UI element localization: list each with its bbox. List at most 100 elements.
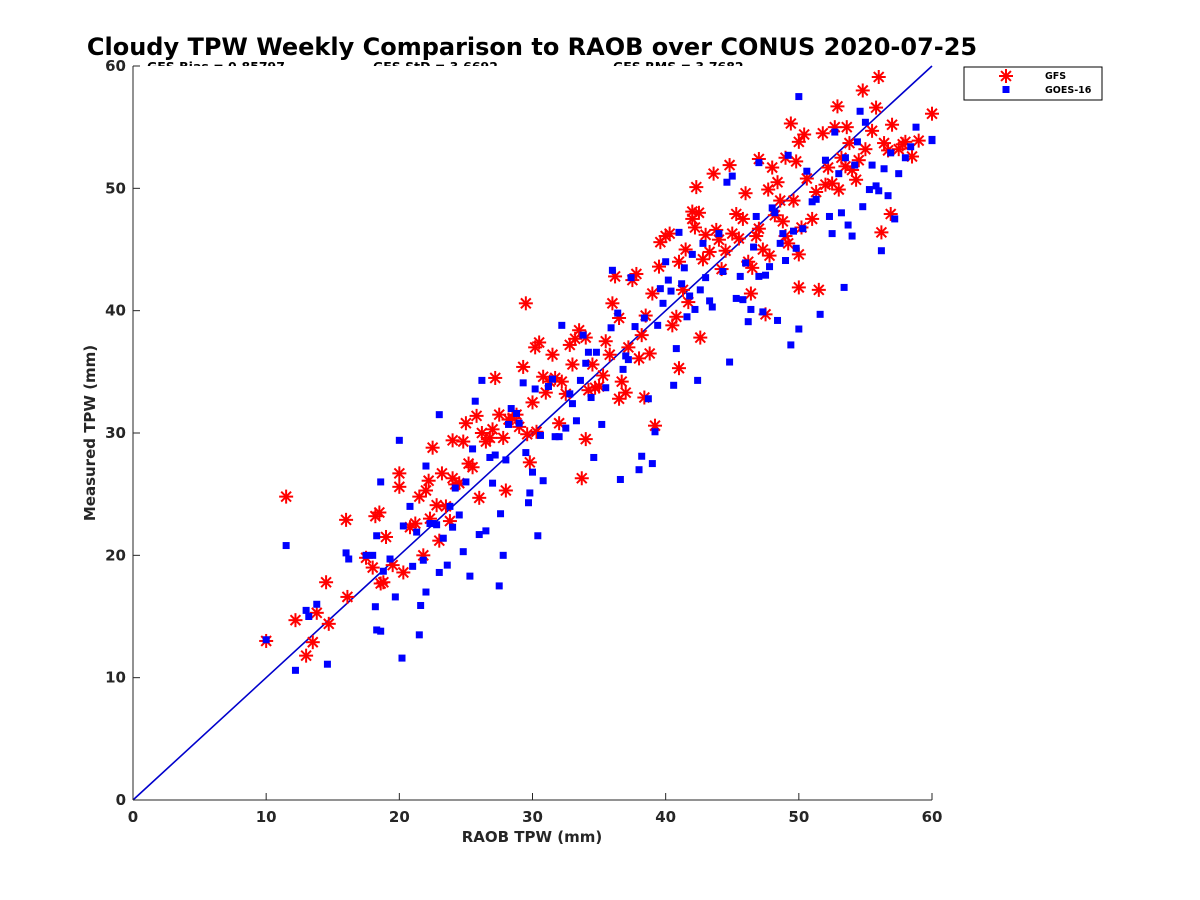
gfs-point — [288, 613, 303, 628]
asterisk-stroke — [693, 207, 705, 219]
asterisk-stroke — [576, 472, 588, 484]
goes-16-point — [784, 151, 792, 159]
asterisk-stroke — [586, 358, 599, 371]
goes-16-point — [282, 542, 290, 550]
gfs-point — [469, 408, 484, 423]
goes-16-point — [369, 551, 377, 559]
goes-16-point — [568, 400, 576, 408]
goes-16-point — [548, 375, 556, 383]
goes-16-point — [429, 520, 437, 528]
goes-16-point — [877, 247, 885, 255]
y-tick-label: 40 — [105, 302, 126, 320]
gfs-point — [496, 430, 511, 445]
goes-16-point — [638, 452, 646, 460]
gfs-point — [434, 466, 449, 481]
goes-16-point — [262, 636, 270, 644]
goes-16-point — [795, 93, 803, 101]
gfs-point — [911, 133, 926, 148]
goes-16-point — [640, 314, 648, 322]
goes-16-point — [872, 182, 880, 190]
asterisk-stroke — [843, 137, 856, 149]
gfs-point — [421, 473, 436, 488]
goes-16-point — [790, 227, 798, 235]
asterisk-stroke — [673, 362, 685, 374]
asterisk-stroke — [367, 561, 379, 574]
asterisk-stroke — [806, 213, 818, 225]
goes-16-point — [808, 198, 816, 206]
gfs-point — [671, 361, 686, 376]
goes-16-point — [675, 228, 683, 236]
goes-16-point — [443, 561, 451, 569]
x-tick-label: 0 — [128, 808, 138, 826]
goes-16-point — [664, 276, 672, 284]
goes-16-point — [399, 522, 407, 530]
asterisk-stroke — [790, 155, 802, 168]
y-tick-label: 20 — [105, 546, 126, 564]
gfs-point — [693, 330, 708, 345]
asterisk-stroke — [694, 331, 706, 344]
gfs-point — [396, 565, 411, 580]
goes-16-point — [373, 532, 381, 540]
gfs-point — [321, 616, 336, 631]
goes-16-point — [439, 534, 447, 542]
goes-16-point — [373, 626, 381, 634]
gfs-point — [871, 70, 886, 85]
goes-16-point — [875, 187, 883, 195]
asterisk-stroke — [885, 208, 897, 220]
one-to-one-line — [132, 65, 933, 801]
goes-16-point — [471, 397, 479, 405]
asterisk-stroke — [763, 249, 776, 262]
goes-16-point — [449, 523, 457, 531]
goes-16-point — [828, 230, 836, 238]
asterisk-stroke — [600, 335, 612, 347]
goes-16-point — [602, 384, 610, 392]
goes-16-point — [848, 232, 856, 240]
gfs-point — [865, 123, 880, 138]
goes-16-point — [803, 167, 811, 175]
y-tick-label: 60 — [105, 57, 126, 75]
goes-16-point — [522, 449, 530, 457]
asterisk-stroke — [793, 136, 805, 148]
asterisk-stroke — [699, 229, 712, 241]
goes-16-point — [505, 420, 513, 428]
goes-16-point — [856, 107, 864, 115]
goes-16-point — [422, 462, 430, 470]
goes-16-point — [466, 572, 474, 580]
goes-16-point — [459, 548, 467, 556]
gfs-point — [574, 471, 589, 486]
goes-16-point — [694, 376, 702, 384]
goes-16-point — [622, 352, 630, 360]
goes-16-point — [678, 280, 686, 288]
goes-16-point — [635, 466, 643, 474]
goes-16-point — [825, 212, 833, 220]
y-tick-label: 50 — [105, 179, 126, 197]
asterisk-stroke — [670, 311, 682, 323]
asterisk-stroke — [493, 408, 505, 421]
gfs-point — [773, 193, 788, 208]
gfs-point — [735, 211, 750, 226]
asterisk-stroke — [393, 481, 405, 493]
goes-16-point — [531, 385, 539, 393]
goes-16-point — [579, 331, 587, 339]
gfs-point — [689, 180, 704, 195]
gfs-point — [669, 309, 684, 324]
gfs-point — [429, 498, 444, 513]
goes-16-point — [495, 582, 503, 590]
asterisk-stroke — [300, 649, 312, 662]
goes-16-point — [529, 468, 536, 476]
goes-16-point — [587, 394, 595, 402]
goes-16-point — [562, 424, 570, 432]
goes-16-point — [851, 161, 859, 169]
gfs-point — [596, 368, 611, 383]
gfs-point — [408, 516, 423, 531]
goes-16-point — [816, 310, 824, 318]
gfs-point — [770, 175, 785, 190]
gfs-point — [642, 346, 657, 361]
gfs-point — [762, 248, 777, 263]
asterisk-stroke — [341, 591, 354, 603]
gfs-point — [805, 211, 820, 226]
goes-16-point — [446, 502, 454, 510]
gfs-point — [743, 286, 758, 301]
goes-16-point — [525, 499, 533, 507]
asterisk-stroke — [340, 514, 352, 526]
